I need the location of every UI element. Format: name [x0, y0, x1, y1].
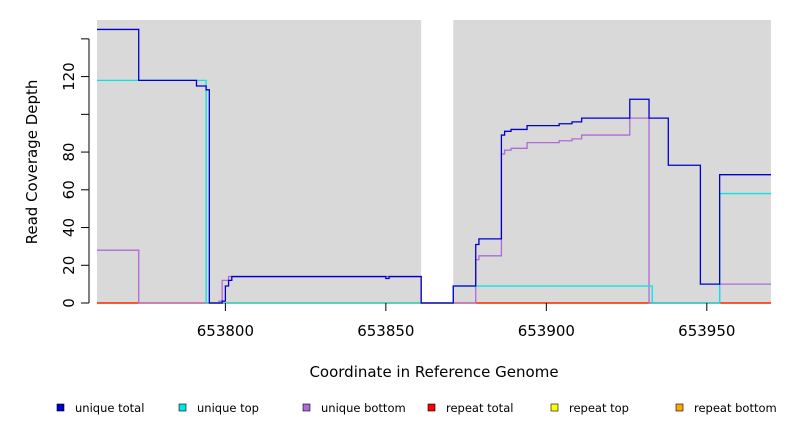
- x-tick-label: 653900: [518, 322, 575, 340]
- legend-swatch: [675, 403, 684, 412]
- series-layer: [97, 28, 771, 304]
- x-axis-label: Coordinate in Reference Genome: [309, 363, 558, 381]
- legend-item: repeat bottom: [675, 401, 777, 415]
- x-tick-label: 653800: [197, 322, 254, 340]
- legend-item: unique top: [178, 401, 259, 415]
- legend-swatch: [56, 403, 65, 412]
- legend-swatch: [302, 403, 311, 412]
- series-line-unique-total: [97, 28, 771, 304]
- series-line-unique-bottom: [97, 117, 771, 304]
- legend: unique total unique top unique bottom repea…: [56, 401, 777, 415]
- x-tick-label: 653850: [357, 322, 414, 340]
- legend-swatch: [550, 403, 559, 412]
- legend-item: unique bottom: [302, 401, 406, 415]
- x-tick-label: 653950: [678, 322, 735, 340]
- y-axis: 0 20 40 60 80 120: [60, 38, 90, 308]
- y-tick-label: 60: [60, 180, 78, 199]
- y-tick-label: 40: [60, 218, 78, 237]
- y-tick-label: 80: [60, 143, 78, 162]
- legend-item: unique total: [56, 401, 144, 415]
- gap-region: [421, 20, 454, 303]
- legend-label: repeat top: [569, 401, 629, 415]
- legend-item: repeat total: [427, 401, 513, 415]
- y-tick-label: 0: [60, 298, 78, 308]
- legend-label: unique bottom: [321, 401, 406, 415]
- legend-label: unique total: [75, 401, 144, 415]
- legend-label: repeat total: [446, 401, 513, 415]
- y-tick-label: 120: [60, 62, 78, 91]
- y-axis-label: Read Coverage Depth: [23, 80, 41, 245]
- legend-label: repeat bottom: [694, 401, 777, 415]
- y-tick-label: 20: [60, 256, 78, 275]
- legend-swatch: [427, 403, 436, 412]
- legend-swatch: [178, 403, 187, 412]
- x-axis: 653800 653850 653900 653950: [197, 303, 735, 340]
- legend-label: unique top: [197, 401, 259, 415]
- legend-item: repeat top: [550, 401, 629, 415]
